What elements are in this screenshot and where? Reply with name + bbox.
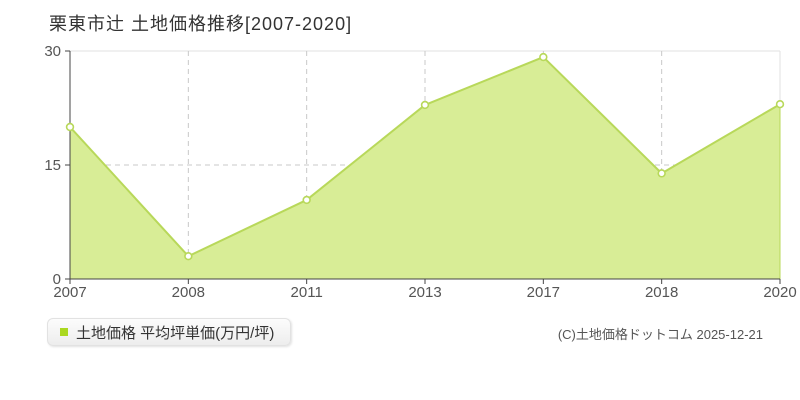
data-point[interactable] <box>539 52 548 62</box>
x-tick-label: 2013 <box>408 284 441 301</box>
x-tick-label: 2007 <box>53 284 86 301</box>
data-point[interactable] <box>420 100 430 110</box>
page-title: 栗東市辻 土地価格推移[2007-2020] <box>49 14 353 34</box>
data-point[interactable] <box>65 122 75 132</box>
legend-marker-icon <box>60 328 68 336</box>
data-point[interactable] <box>302 195 311 205</box>
y-tick-label: 15 <box>44 157 61 174</box>
x-tick-label: 2008 <box>172 284 205 301</box>
data-point[interactable] <box>184 252 193 261</box>
data-point[interactable] <box>657 169 666 178</box>
chart-canvas: 2007 2008 2011 2013 2017 2018 2020 0 15 30 <box>44 43 796 301</box>
data-point[interactable] <box>775 99 785 109</box>
legend: 土地価格 平均坪単価(万円/坪) <box>47 318 292 346</box>
x-tick-label: 2020 <box>763 284 796 301</box>
x-tick-label: 2011 <box>291 284 323 301</box>
legend-label: 土地価格 平均坪単価(万円/坪) <box>76 324 275 342</box>
y-tick-label: 0 <box>53 271 61 288</box>
price-trend-chart: 2007 2008 2011 2013 2017 2018 2020 0 15 30 <box>44 43 796 301</box>
x-tick-label: 2017 <box>527 284 560 301</box>
copyright-text: (C)土地価格ドットコム 2025-12-21 <box>557 327 763 342</box>
y-tick-label: 30 <box>44 43 61 60</box>
x-tick-label: 2018 <box>645 284 678 301</box>
